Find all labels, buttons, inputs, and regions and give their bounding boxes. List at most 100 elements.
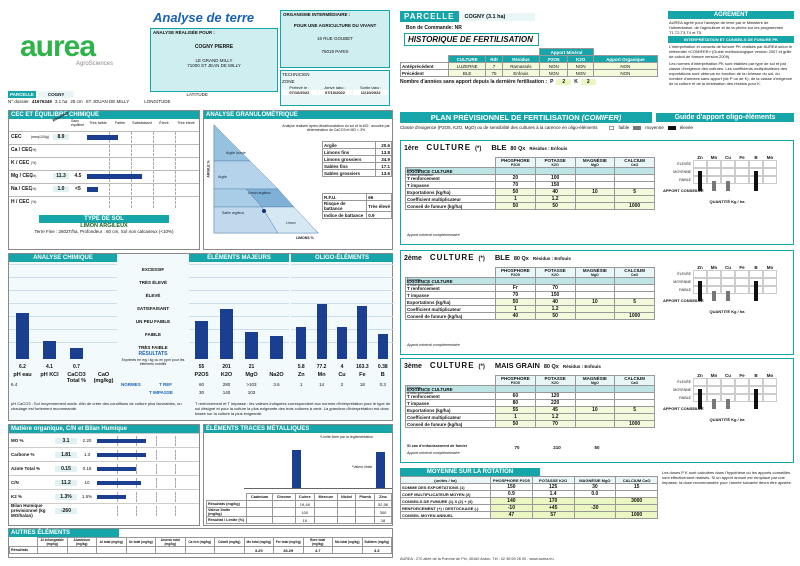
interp-text: L'interprétation et conseils de fumure P… <box>669 44 793 59</box>
culture-row-label: Coefficient multiplicateur <box>405 195 496 203</box>
apport-label: Apport minéral complémentaire <box>407 233 460 237</box>
oligo-sens-bar <box>712 399 716 409</box>
left-value: 6.2 <box>19 364 26 370</box>
culture-row-label: T impasse <box>405 291 496 299</box>
moy-panel: MOYENNE SUR LA ROTATION (unités / ha) PHO… <box>400 468 658 538</box>
oligo-guide: Zn Mn Cu Fe B Mo ÉLEVÉE MOYENNE FAIBLE APPORT CON… <box>663 373 791 459</box>
granulo-value: 13.6 <box>375 169 392 177</box>
texture-triangle <box>213 124 319 234</box>
culture-row-label: Coefficient multiplicateur <box>405 413 496 421</box>
oligo-row: MOYENNE <box>673 170 691 174</box>
oligo-col: Fe <box>739 265 745 270</box>
cec-row-label: Na / CEC <box>11 186 33 192</box>
majeurs-title: ÉLÉMENTS MAJEURS <box>189 254 289 262</box>
culture-col-sub: P2O5 <box>510 381 520 385</box>
major-value: 201 <box>222 364 231 370</box>
logo-sub: AgroSciences <box>76 61 114 67</box>
etm-cell <box>313 516 338 524</box>
culture-cell: 1.2 <box>534 195 576 203</box>
oligo-cell <box>763 286 777 294</box>
culture-word: CULTURE <box>426 143 472 152</box>
culture-cell: 10 <box>574 406 616 414</box>
classe-text: Classe d'exigence (P2O5, K2O, MgO) ou de… <box>400 125 598 130</box>
moy-cell: 170 <box>531 497 575 505</box>
culture-col-sub: CaO <box>631 163 639 167</box>
culture-cell: 5 <box>614 188 655 196</box>
oligo-value: 0.38 <box>377 364 388 370</box>
culture-cell <box>614 195 655 203</box>
cec-col-header: Élevé <box>159 121 169 125</box>
culture-col-sub: P2O5 <box>510 273 520 277</box>
legend-faible-icon <box>609 125 615 130</box>
cec-row-value2: 4.5 <box>74 173 82 179</box>
histo-col: Apport Organique <box>592 55 659 63</box>
oligo-sens-bar <box>698 389 702 409</box>
cec-title: CEC ET ÉQUILIBRE CHIMIQUE <box>9 111 199 119</box>
oligo-cell <box>763 278 777 286</box>
culture-cell <box>574 312 616 320</box>
granulo-panel: ANALYSE GRANULOMÉTRIQUE Argile lourde Ar… <box>203 110 393 250</box>
culture-row: Exportations (kg/ha) 50 40 10 5 <box>405 298 655 306</box>
agrement-text: AUREA agréé pour l'analyse de terre par … <box>669 20 784 35</box>
major-norm: 280 <box>222 382 231 387</box>
oligo-sens-bar <box>698 171 702 191</box>
left-value: 4.1 <box>46 364 53 370</box>
client-label: ANALYSE RÉALISÉE POUR : <box>153 30 215 35</box>
major-value: 55 <box>198 364 205 370</box>
culture-col-head: MAGNÉSIE <box>582 376 607 381</box>
oligo-col: B <box>754 373 758 378</box>
sortie-label: Sortie labo : <box>360 85 382 90</box>
culture-cell <box>574 420 616 428</box>
cec-col-header: Très élevé <box>177 121 195 125</box>
etm-cell <box>245 507 274 517</box>
culture-cell: 80 <box>495 399 536 407</box>
culture-cell: 1 <box>495 305 536 313</box>
arrive-date: 07/10/2022 <box>317 90 353 95</box>
apport-label: Apport minéral complémentaire <box>407 451 460 455</box>
level-label: UN PEU FAIBLE <box>135 319 171 324</box>
culture-residus: Résidus : Enfouis <box>532 256 571 261</box>
culture-col-sub: K2O <box>551 163 559 167</box>
culture-row-label: Exportations (kg/ha) <box>405 188 496 196</box>
mo-value: 1.81 <box>55 451 77 458</box>
oligo-sens-bar <box>698 281 702 301</box>
granulo-table: Argile 20.6 Limons fins 13.8 Limons grossier… <box>321 141 392 177</box>
culture-rank: 1ère <box>404 145 419 152</box>
mo-value: -260 <box>55 507 77 514</box>
moy-table: (unités / ha) PHOSPHORE P2O5 POTASSE K2O MA… <box>400 476 658 519</box>
cec-row: H / CEC (%) <box>9 196 199 208</box>
histo-cell: 75 <box>485 69 503 77</box>
moy-cell: 47 <box>490 511 533 519</box>
cec-col-header: Satisfaisant <box>132 121 152 125</box>
histo-col: CULTURE <box>447 55 487 63</box>
culture-cell <box>614 385 655 393</box>
moy-col: PHOSPHORE P2O5 <box>490 476 533 484</box>
oligo-cell <box>721 386 735 394</box>
legend-moyenne-icon <box>633 125 642 130</box>
autres-cell: 4.7 <box>302 546 333 554</box>
culture-cell: 50 <box>534 312 576 320</box>
m3-cell: 210 <box>553 445 561 450</box>
culture-word: CULTURE <box>429 361 475 370</box>
culture-name: BLE <box>494 253 510 262</box>
histo-title: HISTORIQUE DE FERTILISATION <box>404 33 539 46</box>
autres-cell <box>96 546 127 554</box>
cec-row-label: K / CEC <box>11 160 30 166</box>
cec-row: K / CEC (%) <box>9 157 199 169</box>
culture-row: T impasse 80 220 <box>405 399 655 407</box>
oligo-guide: Zn Mn Cu Fe B Mo ÉLEVÉE MOYENNE FAIBLE APPORT CON… <box>663 265 791 351</box>
culture-cell: 55 <box>495 406 536 414</box>
cec-panel: CEC ET ÉQUILIBRE CHIMIQUE Très faible Fai… <box>8 110 200 250</box>
type-sol-title: TYPE DE SOL <box>39 215 169 223</box>
culture-row-label: Conseil de fumure (kg/ha) <box>405 202 496 210</box>
oligo-label: Fe <box>359 372 366 378</box>
culture-table: PHOSPHORE P2O5 POTASSE K2O MAGNÉSIE MgO CALCIU… <box>405 267 655 320</box>
oligo-cell <box>721 270 735 278</box>
etm-col: Chrome <box>272 493 296 501</box>
oligo-cell <box>721 278 735 286</box>
cec-row-unit: (%) <box>31 187 37 191</box>
autres-title: AUTRES ÉLÉMENTS <box>9 529 119 537</box>
culture-cell <box>495 385 536 393</box>
zone-label: ZONE <box>282 79 295 84</box>
histo-row-label: Antéprécédent <box>400 62 449 70</box>
